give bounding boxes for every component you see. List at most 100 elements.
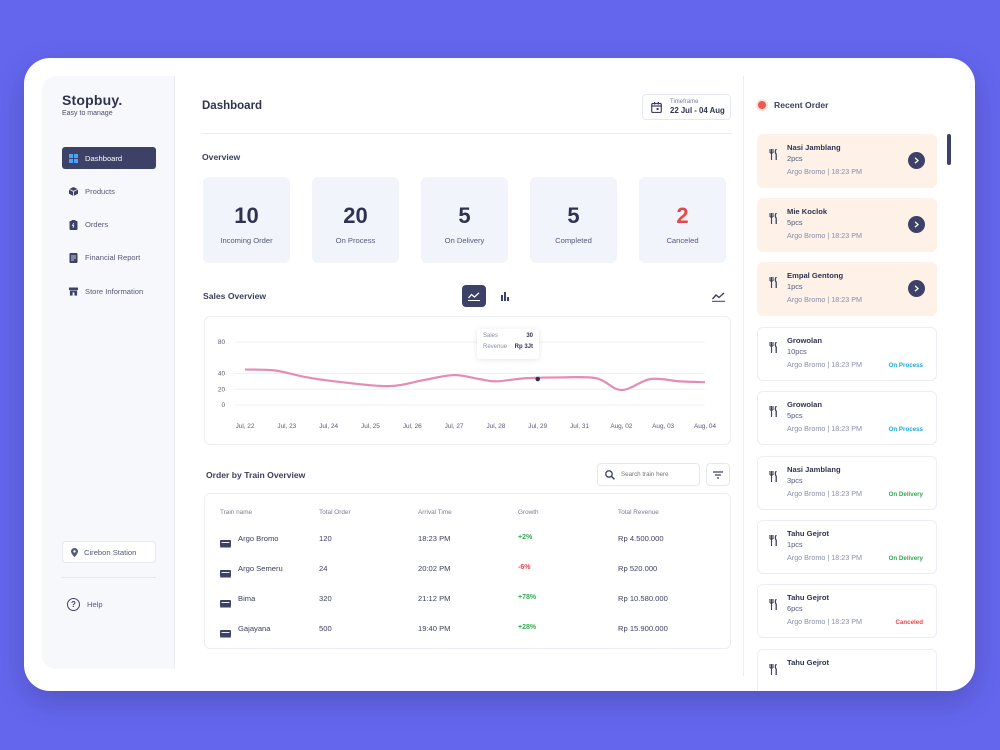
table-row[interactable]: Gajayana 500 19:40 PM +28% Rp 15.900.000 — [205, 621, 732, 641]
order-card[interactable]: Mie Koclok 5pcs Argo Bromo | 18:23 PM — [757, 198, 937, 252]
order-name: Tahu Gejrot — [787, 658, 830, 667]
total-revenue: Rp 4.500.000 — [618, 534, 664, 543]
location-pin-icon — [71, 547, 78, 557]
order-card[interactable]: Growolan 10pcs Argo Bromo | 18:23 PM On Pro… — [757, 327, 937, 381]
brand-tagline: Easy to manage — [62, 110, 113, 117]
bar-chart-toggle[interactable] — [493, 285, 517, 307]
order-qty: 5pcs — [787, 411, 803, 420]
x-tick-label: Jul, 28 — [486, 423, 505, 430]
column-header: Train name — [220, 509, 253, 516]
x-tick-label: Jul, 22 — [236, 423, 255, 430]
bar-chart-icon — [500, 291, 510, 301]
panel-divider — [743, 76, 744, 676]
train-name: Bima — [238, 594, 256, 603]
order-qty: 3pcs — [787, 476, 803, 485]
station-selector[interactable]: Cirebon Station — [62, 541, 156, 563]
sidebar-item-products[interactable]: Products — [62, 180, 156, 202]
open-order-button[interactable] — [908, 216, 925, 233]
order-name: Nasi Jamblang — [787, 143, 841, 152]
y-tick-label: 20 — [218, 386, 226, 393]
timeframe-picker[interactable]: Timeframe 22 Jul - 04 Aug — [642, 94, 731, 120]
train-icon — [220, 625, 231, 643]
stat-value: 20 — [343, 203, 368, 228]
x-tick-label: Jul, 31 — [570, 423, 589, 430]
order-card[interactable]: Tahu Gejrot 1pcs Argo Bromo | 18:23 PM On D… — [757, 520, 937, 574]
trend-icon[interactable] — [711, 289, 725, 307]
stat-card-incoming-order[interactable]: 10 Incoming Order — [203, 177, 290, 263]
order-card[interactable]: Growolan 5pcs Argo Bromo | 18:23 PM On Proc… — [757, 391, 937, 445]
sidebar-item-dashboard[interactable]: Dashboard — [62, 147, 156, 169]
help-link[interactable]: ? Help — [67, 598, 103, 611]
x-tick-label: Jul, 27 — [445, 423, 464, 430]
order-card[interactable]: Tahu Gejrot 6pcs Argo Bromo | 18:23 PM Canc… — [757, 584, 937, 638]
growth: +2% — [518, 534, 533, 541]
total-order: 120 — [319, 534, 332, 543]
order-card[interactable]: Tahu Gejrot — [757, 649, 937, 691]
search-input[interactable] — [621, 471, 701, 478]
overview-title: Overview — [202, 152, 241, 162]
stat-card-on-delivery[interactable]: 5 On Delivery — [421, 177, 508, 263]
y-tick-label: 0 — [221, 402, 225, 409]
order-name: Tahu Gejrot — [787, 593, 830, 602]
arrival-time: 19:40 PM — [418, 624, 451, 633]
train-icon — [220, 595, 231, 613]
train-search[interactable] — [597, 463, 701, 486]
search-icon — [605, 469, 615, 480]
stat-value: 5 — [567, 203, 580, 228]
x-tick-label: Jul, 26 — [403, 423, 422, 430]
train-icon — [220, 535, 231, 553]
recent-order-header: Recent Order — [758, 100, 828, 110]
table-row[interactable]: Bima 320 21:12 PM +78% Rp 10.580.000 — [205, 591, 732, 611]
highlight-point[interactable] — [535, 376, 541, 382]
stat-card-on-process[interactable]: 20 On Process — [312, 177, 399, 263]
timeframe-label: Timeframe — [670, 99, 699, 106]
stat-card-canceled[interactable]: 2 Canceled — [639, 177, 726, 263]
report-icon — [69, 252, 78, 263]
order-card[interactable]: Nasi Jamblang 3pcs Argo Bromo | 18:23 PM On… — [757, 456, 937, 510]
tooltip-revenue-label: Revenue — [483, 344, 508, 350]
total-order: 320 — [319, 594, 332, 603]
order-card[interactable]: Nasi Jamblang 2pcs Argo Bromo | 18:23 PM — [757, 134, 937, 188]
line-chart-toggle[interactable] — [462, 285, 486, 307]
open-order-button[interactable] — [908, 280, 925, 297]
sidebar-nav: Dashboard Products Orders Financial Repo… — [62, 147, 156, 313]
x-tick-label: Jul, 25 — [361, 423, 380, 430]
header-divider — [202, 133, 732, 134]
order-status-badge: Canceled — [895, 619, 923, 626]
order-status-badge: On Process — [888, 362, 923, 369]
sidebar: Stopbuy. Easy to manage Dashboard Produc… — [42, 76, 175, 669]
stat-label: On Delivery — [444, 236, 485, 245]
order-name: Nasi Jamblang — [787, 465, 841, 474]
stat-value: 2 — [676, 203, 689, 228]
sidebar-item-financial-report[interactable]: Financial Report — [62, 247, 156, 269]
utensils-icon — [769, 662, 779, 680]
order-name: Growolan — [787, 336, 823, 345]
filter-button[interactable] — [706, 463, 730, 486]
stat-card-completed[interactable]: 5 Completed — [530, 177, 617, 263]
table-row[interactable]: Argo Bromo 120 18:23 PM +2% Rp 4.500.000 — [205, 531, 732, 551]
order-qty: 10pcs — [787, 347, 807, 356]
sidebar-item-orders[interactable]: Orders — [62, 214, 156, 236]
sidebar-item-store-information[interactable]: Store Information — [62, 280, 156, 302]
order-name: Tahu Gejrot — [787, 529, 830, 538]
order-meta: Argo Bromo | 18:23 PM — [787, 231, 862, 240]
train-icon — [220, 565, 231, 583]
table-row[interactable]: Argo Semeru 24 20:02 PM -6% Rp 520.000 — [205, 561, 732, 581]
scrollbar-thumb[interactable] — [947, 134, 951, 165]
sidebar-item-label: Orders — [85, 220, 109, 230]
order-card[interactable]: Empal Gentong 1pcs Argo Bromo | 18:23 PM — [757, 262, 937, 316]
grid-icon — [69, 153, 78, 163]
tooltip-revenue-value: Rp 3Jt — [514, 344, 533, 350]
x-tick-label: Aug, 02 — [610, 423, 632, 430]
sales-overview-title: Sales Overview — [203, 291, 267, 301]
open-order-button[interactable] — [908, 152, 925, 169]
column-header: Total Order — [319, 509, 351, 516]
utensils-icon — [769, 404, 779, 422]
train-name: Argo Bromo — [238, 534, 279, 543]
column-header: Arrival Time — [418, 509, 452, 516]
help-label: Help — [87, 600, 103, 609]
train-name: Argo Semeru — [238, 564, 283, 573]
order-name: Empal Gentong — [787, 271, 844, 280]
stat-label: On Process — [335, 236, 376, 245]
x-tick-label: Jul, 29 — [528, 423, 547, 430]
